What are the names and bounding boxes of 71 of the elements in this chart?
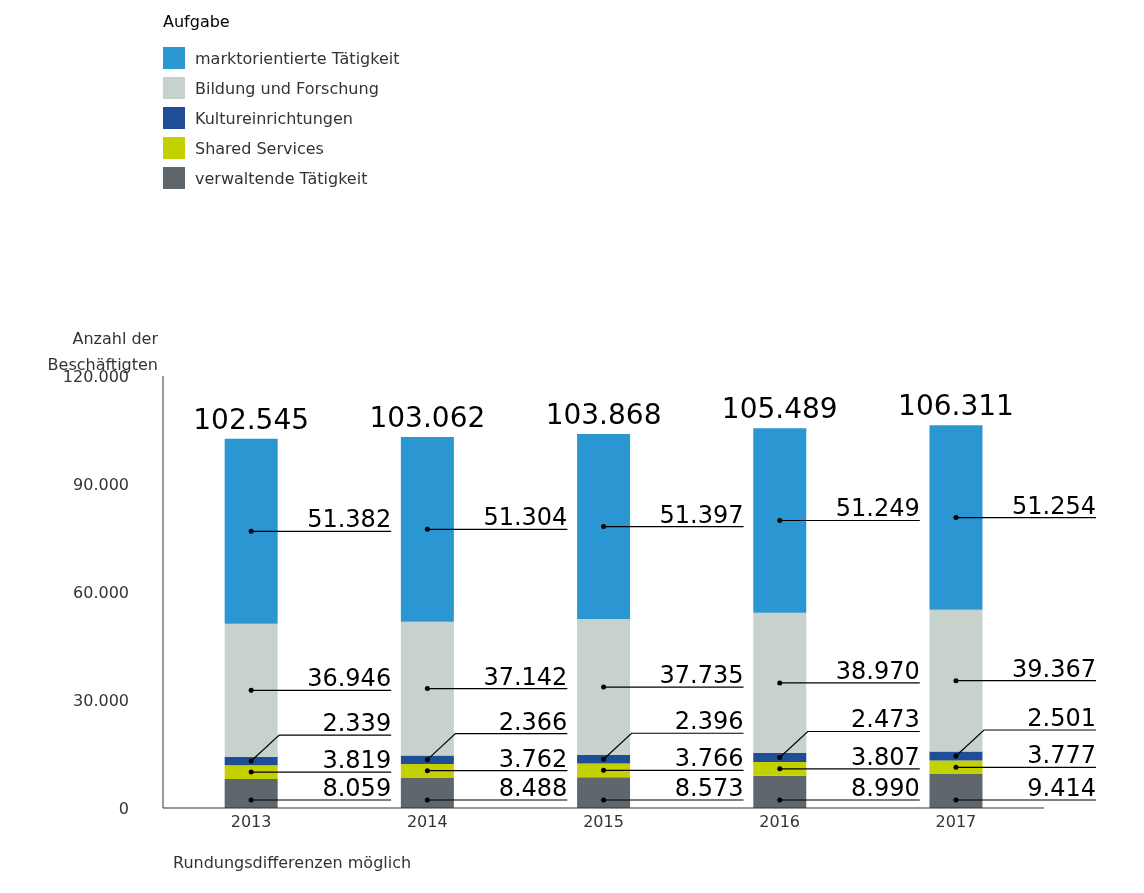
bar	[400, 755, 454, 764]
data-label: 2.396	[674, 707, 744, 736]
x-tick-label: 2016	[759, 812, 801, 832]
data-label: 8.059	[322, 774, 392, 802]
legend-label: Kultureinrichtungen	[194, 107, 354, 130]
data-label: 39.367	[1011, 654, 1096, 683]
bar	[224, 438, 278, 624]
x-tick-label: 2013	[230, 812, 272, 832]
bar	[400, 436, 454, 622]
total-label: 103.062	[369, 400, 486, 434]
bar	[753, 761, 807, 776]
data-label: 37.735	[659, 661, 744, 690]
data-label: 51.382	[307, 505, 392, 534]
bar	[929, 774, 983, 808]
bar	[929, 760, 983, 775]
data-label: 2.366	[498, 707, 568, 736]
data-label: 2.501	[1027, 704, 1096, 733]
data-label: 9.414	[1027, 774, 1096, 802]
bar	[577, 619, 631, 755]
bar	[929, 425, 983, 610]
data-label: 8.573	[674, 774, 744, 802]
bar	[929, 751, 983, 761]
bar	[400, 777, 454, 808]
bar	[224, 778, 278, 808]
y-tick-label: 60.000	[73, 582, 129, 602]
total-label: 105.489	[721, 392, 838, 426]
y-tick-label: 30.000	[73, 690, 129, 710]
y-tick-label: 90.000	[73, 474, 129, 494]
data-label: 51.249	[835, 494, 920, 523]
bar	[400, 621, 454, 756]
data-label: 3.777	[1027, 741, 1096, 770]
data-label: 51.397	[659, 500, 744, 529]
total-label: 103.868	[545, 398, 662, 432]
total-label: 102.545	[193, 402, 310, 436]
bar	[577, 763, 631, 778]
bar	[577, 777, 631, 808]
data-label: 51.304	[483, 503, 568, 532]
text: Rundungsdifferenzen möglich	[173, 853, 412, 872]
data-label: 8.488	[498, 774, 568, 802]
y-tick-label: 0	[118, 798, 129, 818]
data-label: 2.339	[322, 709, 392, 738]
x-tick-label: 2014	[406, 812, 448, 832]
bar	[753, 612, 807, 754]
bar	[224, 623, 278, 757]
x-tick-label: 2017	[935, 812, 977, 832]
bar	[929, 609, 983, 752]
data-label: 2.473	[851, 705, 920, 734]
data-label: 51.254	[1011, 491, 1096, 520]
legend-label: Shared Services	[194, 137, 325, 160]
bar	[753, 753, 807, 762]
legend-title: Aufgabe	[163, 12, 231, 31]
bar	[224, 756, 278, 766]
legend-label: Bildung und Forschung	[194, 77, 380, 100]
bar	[577, 754, 631, 764]
bar	[224, 765, 278, 779]
data-label: 3.819	[322, 746, 392, 775]
data-label: 3.766	[674, 744, 744, 773]
bar	[753, 775, 807, 808]
legend-label: marktorientierte Tätigkeit	[194, 47, 400, 70]
data-label: 36.946	[307, 664, 392, 693]
data-label: 3.807	[851, 742, 920, 771]
legend-label: verwaltende Tätigkeit	[194, 167, 369, 190]
total-label: 106.311	[898, 389, 1014, 423]
x-tick-label: 2015	[583, 812, 624, 832]
bar	[753, 428, 807, 613]
data-label: 37.142	[483, 662, 568, 691]
bar	[577, 434, 631, 620]
bar	[400, 763, 454, 778]
data-label: 38.970	[835, 656, 920, 685]
data-label: 3.762	[498, 744, 568, 773]
data-label: 8.990	[851, 774, 920, 802]
